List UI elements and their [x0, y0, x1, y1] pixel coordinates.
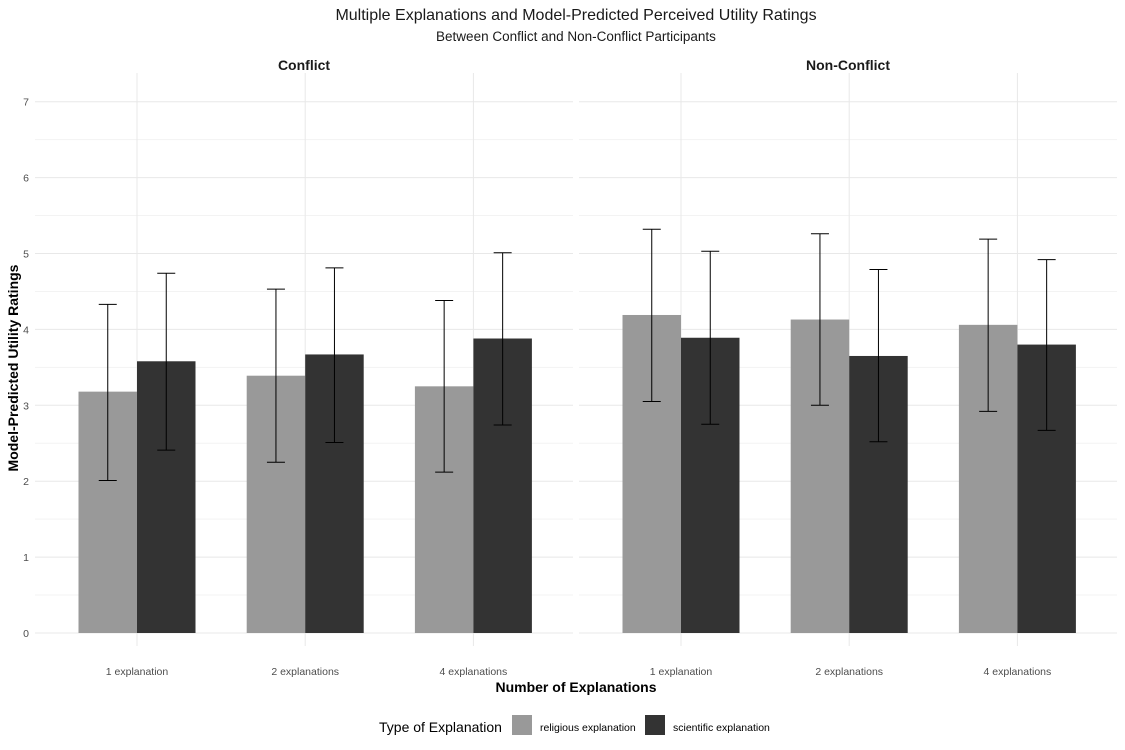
legend-title: Type of Explanation [379, 719, 502, 735]
x-tick-label: 4 explanations [984, 666, 1052, 678]
x-axis-title: Number of Explanations [495, 679, 656, 695]
y-tick-label: 6 [23, 173, 29, 185]
y-tick-label: 0 [23, 628, 29, 640]
legend-key-religious [512, 715, 532, 735]
chart-subtitle: Between Conflict and Non-Conflict Partic… [436, 29, 716, 44]
legend-label-religious: religious explanation [540, 722, 636, 734]
x-tick-label: 1 explanation [106, 666, 169, 678]
y-axis-title: Model-Predicted Utility Ratings [5, 264, 21, 471]
chart-title: Multiple Explanations and Model-Predicte… [335, 7, 816, 24]
x-tick-label: 4 explanations [440, 666, 508, 678]
panel-label-conflict: Conflict [278, 57, 330, 73]
y-tick-label: 4 [23, 324, 29, 336]
plot-area: 0 1 2 3 4 5 6 7 Conflict 1 explanation 2 explanati… [23, 57, 1117, 678]
x-tick-label: 2 explanations [815, 666, 883, 678]
y-tick-label: 5 [23, 249, 29, 261]
y-tick-label: 7 [23, 97, 29, 109]
y-tick-label: 2 [23, 476, 29, 488]
legend: Type of Explanation religious explanatio… [379, 715, 770, 735]
legend-label-scientific: scientific explanation [673, 722, 770, 734]
y-tick-label: 1 [23, 552, 29, 564]
x-tick-label: 2 explanations [271, 666, 339, 678]
panel-label-non-conflict: Non-Conflict [806, 57, 890, 73]
legend-key-scientific [645, 715, 665, 735]
y-tick-label: 3 [23, 400, 29, 412]
x-tick-label: 1 explanation [650, 666, 713, 678]
